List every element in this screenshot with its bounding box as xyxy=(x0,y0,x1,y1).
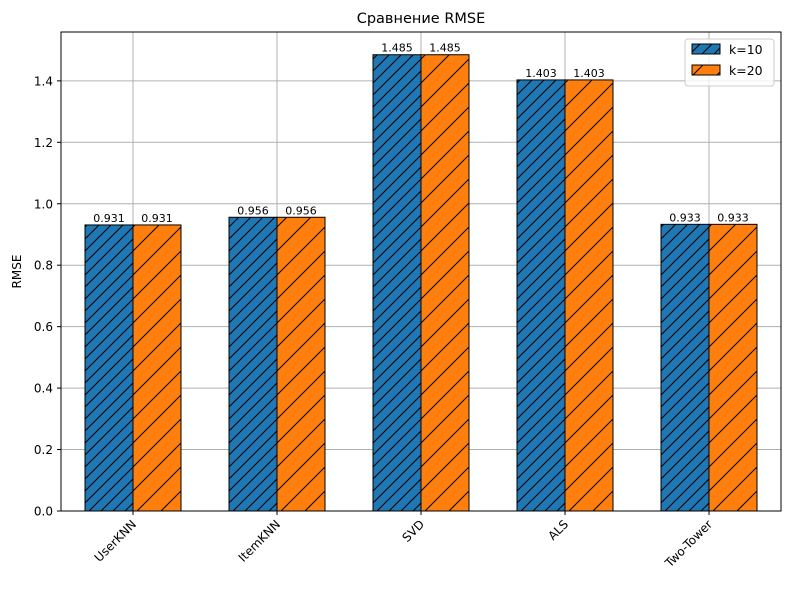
y-axis: 0.0 0.2 0.4 0.6 0.8 1.0 1.2 1.4 xyxy=(34,74,61,519)
bar-hatch xyxy=(565,79,613,511)
y-tick-label: 1.4 xyxy=(34,74,53,88)
x-tick-label: SVD xyxy=(399,517,427,545)
legend-swatch-k20-hatch xyxy=(692,65,720,75)
value-label: 0.933 xyxy=(669,211,701,224)
x-tick-label: ALS xyxy=(545,517,571,543)
x-axis: UserKNN ItemKNN SVD ALS Two-Tower xyxy=(92,511,716,571)
value-label: 0.956 xyxy=(285,204,317,217)
value-label: 0.933 xyxy=(717,211,749,224)
x-tick-label: ItemKNN xyxy=(236,517,283,564)
value-label: 1.403 xyxy=(525,67,557,80)
bar-hatch xyxy=(133,224,181,511)
legend-label-k20: k=20 xyxy=(729,63,763,78)
value-label: 0.931 xyxy=(93,212,125,225)
bar-hatch xyxy=(229,217,277,511)
y-tick-label: 1.2 xyxy=(34,136,53,150)
y-tick-label: 0.2 xyxy=(34,443,53,457)
bar-hatch xyxy=(277,217,325,511)
y-tick-label: 0.8 xyxy=(34,259,53,273)
bar-hatch xyxy=(85,224,133,511)
y-tick-label: 0.0 xyxy=(34,505,53,519)
bar-hatch xyxy=(421,54,469,512)
bars-group xyxy=(84,54,758,512)
bar-hatch xyxy=(709,224,757,511)
y-tick-label: 0.4 xyxy=(34,382,53,396)
bar-hatch xyxy=(517,79,565,511)
chart-title: Сравнение RMSE xyxy=(357,11,486,27)
value-labels-group: 0.931 0.956 1.485 1.403 0.933 0.931 0.956 1.485… xyxy=(93,42,749,225)
y-tick-label: 1.0 xyxy=(34,197,53,211)
legend: k=10 k=20 xyxy=(684,38,775,87)
value-label: 0.956 xyxy=(237,204,269,217)
x-tick-label: UserKNN xyxy=(92,517,140,565)
value-label: 1.485 xyxy=(381,42,413,55)
bar-hatch xyxy=(661,224,709,511)
value-label: 0.931 xyxy=(141,212,173,225)
y-tick-label: 0.6 xyxy=(34,320,53,334)
value-label: 1.403 xyxy=(573,67,605,80)
legend-swatch-k10-hatch xyxy=(692,44,720,54)
bar-hatch xyxy=(373,54,421,512)
value-label: 1.485 xyxy=(429,42,461,55)
x-tick-label: Two-Tower xyxy=(662,517,716,571)
legend-label-k10: k=10 xyxy=(729,42,763,57)
y-axis-title: RMSE xyxy=(10,255,24,289)
